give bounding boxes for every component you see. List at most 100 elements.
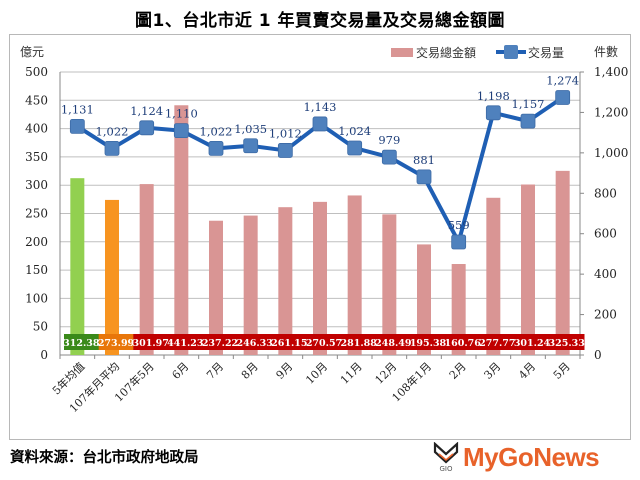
- bar-value-band: [237, 334, 273, 350]
- bar: [521, 184, 535, 355]
- bar-value-band: [549, 334, 585, 350]
- bar: [451, 264, 466, 355]
- right-axis-tick: 800: [594, 186, 617, 200]
- line-marker: [555, 90, 571, 105]
- line-value-label: 1,274: [546, 73, 579, 87]
- bar-value-label: 246.33: [236, 338, 272, 349]
- bar: [555, 170, 570, 355]
- line-marker: [416, 169, 432, 185]
- line-marker: [312, 116, 328, 132]
- bar-value-label: 301.97: [132, 338, 168, 349]
- bar-value-band: [341, 334, 377, 350]
- category-label: 10月: [303, 360, 330, 387]
- bar: [174, 105, 189, 355]
- line-marker: [485, 105, 501, 121]
- line-marker: [173, 123, 189, 139]
- right-axis-tick: 1,000: [594, 146, 628, 160]
- bar-value-label: 281.88: [340, 338, 377, 349]
- bar: [278, 207, 293, 355]
- legend-line-marker: [504, 45, 518, 59]
- line-value-label: 1,012: [269, 126, 302, 140]
- bar-value-band: [133, 334, 169, 350]
- category-label: 12月: [373, 360, 400, 387]
- left-axis-tick: 250: [25, 207, 48, 221]
- left-axis-tick: 300: [25, 178, 48, 192]
- legend-bar-swatch: [391, 48, 413, 57]
- line-marker: [208, 141, 224, 156]
- bar-value-label: 301.24: [514, 338, 551, 349]
- category-label: 8月: [239, 360, 261, 382]
- svg-text:GIO: GIO: [440, 465, 453, 472]
- line-value-label: 881: [413, 153, 435, 167]
- bar: [105, 199, 119, 355]
- left-axis-tick: 150: [25, 263, 48, 277]
- bar-value-label: 195.38: [410, 338, 447, 349]
- left-axis-tick: 450: [25, 93, 48, 107]
- left-axis-tick: 0: [40, 348, 48, 362]
- chart-title: 圖1、台北市近 1 年買賣交易量及交易總金額圖: [135, 11, 505, 31]
- category-label: 2月: [447, 360, 469, 382]
- line-value-label: 1,022: [200, 124, 233, 138]
- bar-value-band: [202, 334, 238, 350]
- line-value-label: 1,143: [304, 100, 337, 114]
- line-value-label: 1,131: [61, 102, 94, 116]
- bar: [313, 201, 327, 355]
- left-axis-tick: 350: [25, 150, 48, 164]
- bar-value-band: [168, 334, 204, 350]
- bar: [243, 215, 258, 355]
- bar: [139, 184, 154, 355]
- right-axis-tick: 600: [594, 227, 617, 241]
- left-axis-tick: 400: [25, 122, 48, 136]
- bar-value-band: [306, 334, 342, 350]
- bar: [382, 214, 397, 355]
- line-marker: [381, 149, 397, 165]
- bar-value-band: [514, 334, 550, 350]
- category-label: 5月: [551, 360, 573, 382]
- bar-value-band: [64, 334, 100, 350]
- bar-value-band: [445, 334, 481, 350]
- bar-value-label: 160.76: [444, 338, 481, 349]
- bar-value-band: [480, 334, 516, 350]
- category-label: 6月: [170, 360, 192, 382]
- source-note: 資料來源：台北市政府地政局: [10, 450, 199, 466]
- category-label: 3月: [482, 360, 504, 382]
- bar: [209, 220, 223, 355]
- bar: [70, 178, 85, 355]
- line-value-label: 1,022: [96, 124, 129, 138]
- right-axis-tick: 200: [594, 308, 617, 322]
- right-axis-tick: 0: [594, 348, 602, 362]
- bar-value-label: 237.22: [202, 338, 238, 349]
- category-label: 4月: [516, 360, 538, 382]
- bar-value-band: [376, 334, 412, 350]
- bar: [417, 244, 431, 355]
- legend-line-label: 交易量: [528, 45, 564, 60]
- logo-text: MyGoNews: [463, 441, 600, 472]
- legend: 交易總金額 交易量: [391, 45, 564, 60]
- bar-value-label: 441.23: [167, 338, 203, 349]
- bar: [486, 197, 501, 355]
- bar-value-band: [410, 334, 446, 350]
- bar-value-label: 261.15: [271, 338, 307, 349]
- line-value-label: 559: [448, 218, 470, 232]
- line-marker: [451, 234, 467, 250]
- right-axis-tick: 400: [594, 267, 617, 281]
- line-marker: [139, 120, 155, 136]
- left-axis-unit: 億元: [20, 45, 44, 59]
- line-value-label: 1,198: [477, 89, 510, 103]
- line-marker: [243, 138, 259, 154]
- bar-value-band: [98, 334, 134, 350]
- bar-value-label: 248.49: [375, 338, 412, 349]
- line-marker: [520, 113, 536, 129]
- line-marker: [277, 143, 293, 158]
- left-axis-tick: 500: [25, 65, 48, 79]
- bar-value-label: 325.33: [548, 338, 584, 349]
- line-value-label: 1,110: [165, 107, 198, 121]
- left-axis-tick: 200: [25, 235, 48, 249]
- legend-bar-label: 交易總金額: [416, 45, 476, 60]
- left-axis-tick: 100: [25, 291, 48, 305]
- bar-value-label: 270.57: [306, 338, 342, 349]
- category-label: 9月: [274, 360, 296, 382]
- bar: [347, 195, 362, 355]
- line-value-label: 1,035: [234, 122, 267, 136]
